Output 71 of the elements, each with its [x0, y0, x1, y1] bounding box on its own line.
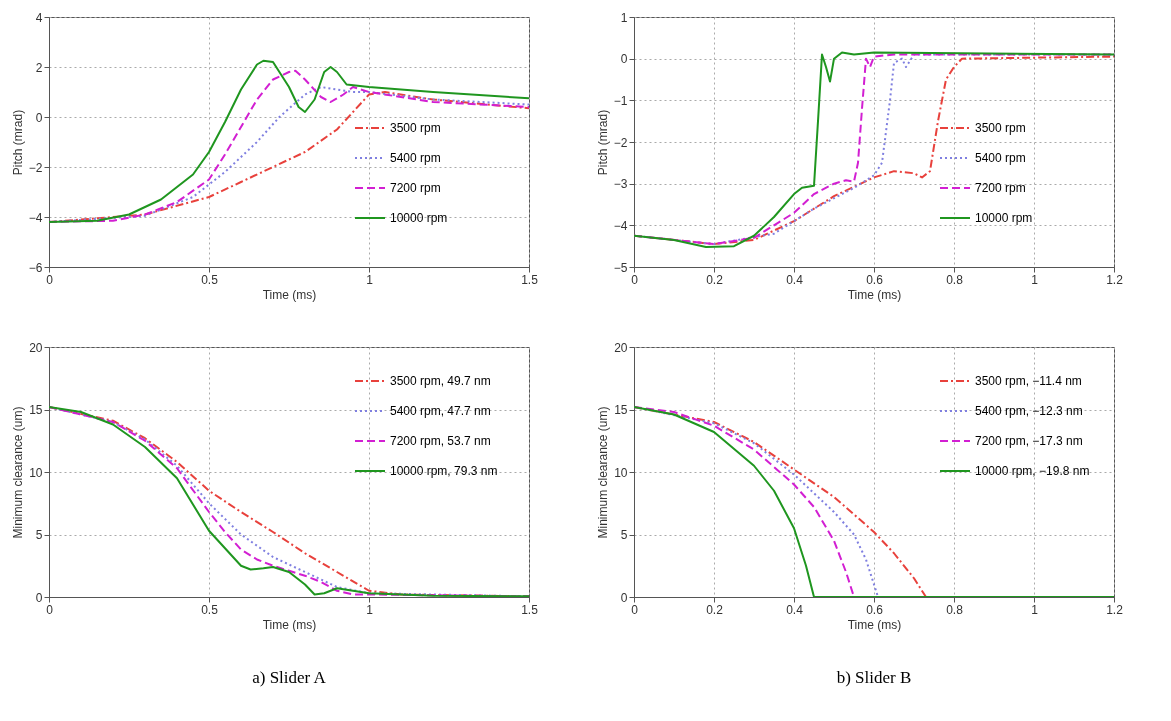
y-tick-label: 0 [620, 52, 628, 67]
x-tick-label: 0.8 [946, 272, 964, 287]
text: b) Slider B [836, 668, 912, 687]
legend-label: 5400 rpm, 47.7 nm [390, 404, 491, 418]
y-tick-label: 20 [29, 340, 43, 355]
x-tick-label: 0.2 [706, 602, 724, 617]
x-tick-label: 0 [631, 602, 639, 617]
legend-label: 3500 rpm [390, 121, 441, 135]
x-tick-label: 1.2 [1106, 272, 1124, 287]
y-tick-label: 4 [35, 10, 43, 25]
x-tick-label: 1.5 [521, 272, 539, 287]
x-tick-label: 0.6 [866, 272, 884, 287]
legend-label: 7200 rpm [975, 181, 1026, 195]
y-axis-title: Minimum clearance (um) [596, 406, 611, 539]
y-tick-label: −1 [613, 93, 628, 108]
y-tick-label: 15 [29, 403, 43, 417]
legend-label: 5400 rpm, −12.3 nm [975, 404, 1083, 418]
x-tick-label: 0 [46, 602, 54, 617]
x-tick-label: 1 [1031, 272, 1039, 287]
legend-label: 5400 rpm [975, 151, 1026, 165]
x-axis-title: Time (ms) [847, 287, 902, 302]
x-tick-label: 1.2 [1106, 602, 1124, 617]
y-tick-label: −5 [613, 260, 628, 275]
legend-label: 5400 rpm [390, 151, 441, 165]
y-tick-label: 1 [620, 10, 628, 25]
y-tick-label: −2 [613, 135, 628, 150]
x-tick-label: 0.4 [786, 272, 804, 287]
y-tick-label: 10 [29, 465, 43, 480]
y-axis-title: Pitch (mrad) [10, 109, 25, 176]
legend-label: 7200 rpm, −17.3 nm [975, 434, 1083, 448]
y-tick-label: 15 [614, 403, 628, 417]
y-tick-label: −4 [28, 210, 43, 225]
legend-label: 10000 rpm, 79.3 nm [390, 464, 498, 478]
x-axis-title: Time (ms) [262, 617, 317, 632]
x-tick-label: 0 [46, 272, 54, 287]
x-tick-label: 1 [366, 602, 374, 617]
legend-label: 10000 rpm [390, 211, 448, 225]
text: a) Slider A [252, 668, 327, 687]
y-tick-label: 20 [614, 340, 628, 355]
x-axis-title: Time (ms) [847, 617, 902, 632]
x-tick-label: 0.2 [706, 272, 724, 287]
y-tick-label: 2 [35, 60, 43, 75]
y-tick-label: 0 [35, 110, 43, 125]
legend-label: 10000 rpm [975, 211, 1033, 225]
y-tick-label: 0 [620, 590, 628, 605]
legend-label: 10000 rpm, −19.8 nm [975, 464, 1090, 478]
y-tick-label: 0 [35, 590, 43, 605]
y-tick-label: 10 [614, 465, 628, 480]
x-tick-label: 0.4 [786, 602, 804, 617]
x-tick-label: 1 [366, 272, 374, 287]
x-axis-title: Time (ms) [262, 287, 317, 302]
y-axis-title: Minimum clearance (um) [11, 406, 26, 539]
x-tick-label: 1 [1031, 602, 1039, 617]
legend-label: 3500 rpm [975, 121, 1026, 135]
y-tick-label: 5 [620, 528, 628, 542]
x-tick-label: 0.6 [866, 602, 884, 617]
y-tick-label: −2 [28, 160, 43, 175]
y-tick-label: −3 [613, 177, 628, 192]
x-tick-label: 0.5 [201, 602, 219, 617]
legend-label: 7200 rpm [390, 181, 441, 195]
x-tick-label: 0.8 [946, 602, 964, 617]
x-tick-label: 1.5 [521, 602, 539, 617]
y-axis-title: Pitch (mrad) [595, 109, 610, 176]
x-tick-label: 0 [631, 272, 639, 287]
legend-label: 3500 rpm, −11.4 nm [975, 374, 1082, 388]
y-tick-label: −6 [28, 260, 43, 275]
x-tick-label: 0.5 [201, 272, 219, 287]
legend-label: 3500 rpm, 49.7 nm [390, 374, 491, 388]
legend-label: 7200 rpm, 53.7 nm [390, 434, 491, 448]
y-tick-label: −4 [613, 218, 628, 233]
y-tick-label: 5 [35, 528, 43, 542]
